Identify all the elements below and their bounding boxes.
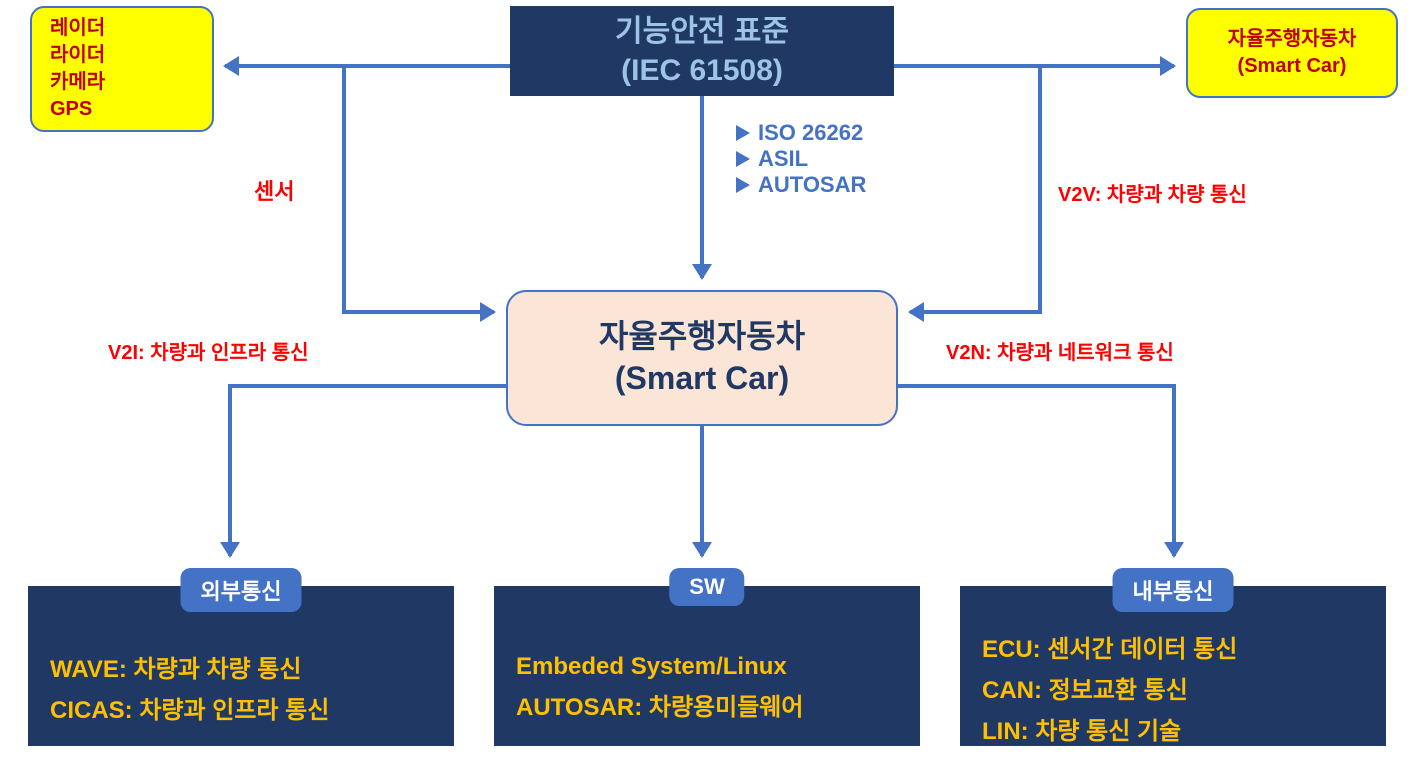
standards-list: ISO 26262ASILAUTOSAR — [736, 120, 866, 198]
bottom-card-body: ECU: 센서간 데이터 통신 CAN: 정보교환 통신 LIN: 차량 통신 기술 — [982, 623, 1376, 746]
standards-item-label: ASIL — [758, 146, 808, 172]
sensors-box: 레이더라이더카메라GPS — [30, 6, 214, 132]
sensor-item: 레이더 — [50, 15, 194, 42]
title-line2: (IEC 61508) — [510, 51, 894, 90]
standards-item: AUTOSAR — [736, 172, 866, 198]
edge-label-v2i: V2I: 차량과 인프라 통신 — [108, 336, 309, 365]
bullet-triangle-icon — [736, 125, 750, 141]
bottom-card-internal-comm: 내부통신 ECU: 센서간 데이터 통신CAN: 정보교환 통신LIN: 차량 … — [960, 586, 1386, 746]
bottom-card-tag: 내부통신 — [1113, 568, 1234, 612]
title-line1: 기능안전 표준 — [510, 12, 894, 51]
card-line: CICAS: 차량과 인프라 통신 — [50, 690, 444, 725]
card-line: WAVE: 차량과 차량 통신 — [50, 649, 444, 684]
bottom-card-tag: 외부통신 — [181, 568, 302, 612]
bullet-triangle-icon — [736, 177, 750, 193]
bottom-card-tag: SW — [669, 568, 744, 606]
center-line1: 자율주행자동차 — [508, 316, 896, 358]
standards-item-label: ISO 26262 — [758, 120, 863, 146]
card-line: AUTOSAR: 차량용미들웨어 — [516, 687, 910, 722]
title-box-functional-safety: 기능안전 표준 (IEC 61508) — [510, 6, 894, 96]
edge-label-v2v: V2V: 차량과 차량 통신 — [1058, 178, 1247, 207]
standards-item: ASIL — [736, 146, 866, 172]
card-line: ECU: 센서간 데이터 통신 — [982, 629, 1376, 664]
smart-car-right-box: 자율주행자동차 (Smart Car) — [1186, 8, 1398, 98]
bottom-card-body: WAVE: 차량과 차량 통신 CICAS: 차량과 인프라 통신 — [50, 643, 444, 725]
card-line: CAN: 정보교환 통신 — [982, 670, 1376, 705]
standards-item-label: AUTOSAR — [758, 172, 866, 198]
bullet-triangle-icon — [736, 151, 750, 167]
bottom-card-body: Embeded System/Linux AUTOSAR: 차량용미들웨어 — [516, 647, 910, 722]
sensor-item: GPS — [50, 96, 194, 123]
center-smart-car-box: 자율주행자동차 (Smart Car) — [506, 290, 898, 426]
sensor-item: 카메라 — [50, 69, 194, 96]
sensor-item: 라이더 — [50, 42, 194, 69]
center-line2: (Smart Car) — [508, 358, 896, 400]
edge-label-v2n: V2N: 차량과 네트워크 통신 — [946, 336, 1174, 365]
card-line: LIN: 차량 통신 기술 — [982, 711, 1376, 746]
standards-item: ISO 26262 — [736, 120, 866, 146]
smart-right-line1: 자율주행자동차 — [1228, 26, 1357, 53]
bottom-card-sw: SW Embeded System/LinuxAUTOSAR: 차량용미들웨어 — [494, 586, 920, 746]
smart-right-line2: (Smart Car) — [1238, 53, 1347, 80]
edge-label-sensor: 센서 — [254, 174, 294, 206]
bottom-card-external-comm: 외부통신 WAVE: 차량과 차량 통신CICAS: 차량과 인프라 통신 — [28, 586, 454, 746]
card-line: Embeded System/Linux — [516, 653, 910, 681]
